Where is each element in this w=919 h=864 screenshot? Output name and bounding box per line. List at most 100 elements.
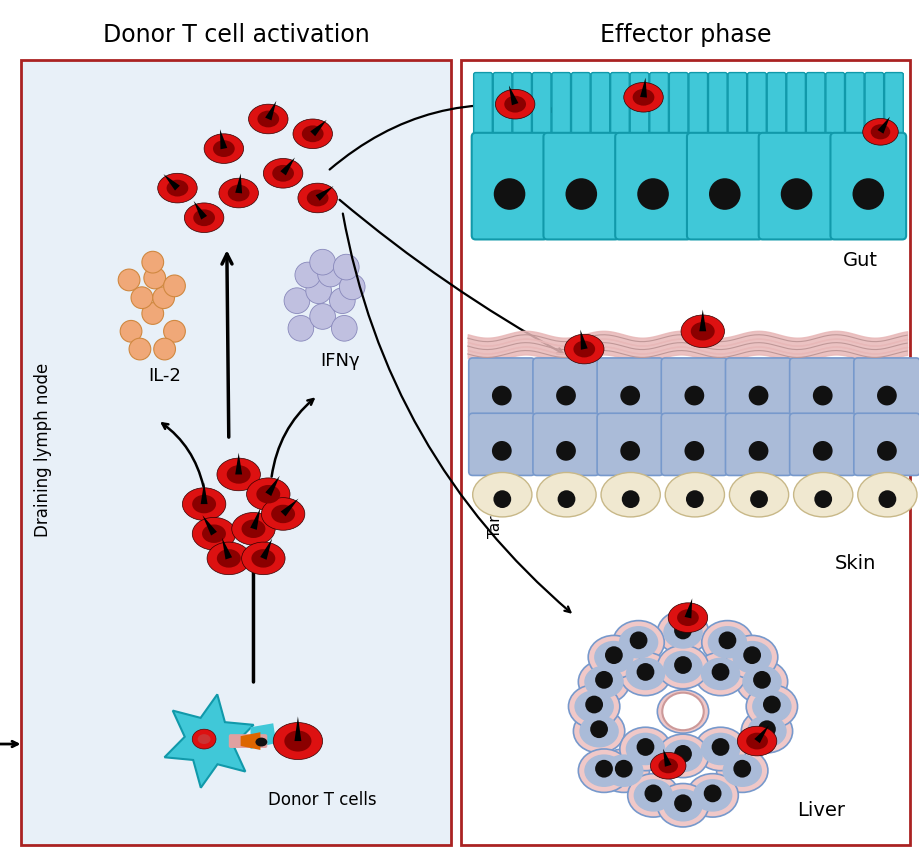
Text: Donor T cell activation: Donor T cell activation: [103, 23, 370, 47]
Circle shape: [288, 315, 313, 341]
Ellipse shape: [658, 759, 678, 773]
Circle shape: [749, 441, 768, 461]
Ellipse shape: [248, 105, 288, 134]
Ellipse shape: [747, 715, 787, 747]
Ellipse shape: [193, 209, 215, 226]
FancyBboxPatch shape: [615, 133, 691, 239]
Circle shape: [120, 321, 142, 342]
Circle shape: [494, 490, 511, 508]
Ellipse shape: [664, 740, 703, 772]
FancyBboxPatch shape: [885, 73, 903, 137]
Circle shape: [675, 745, 692, 763]
Ellipse shape: [628, 773, 679, 817]
Ellipse shape: [166, 180, 188, 196]
Ellipse shape: [657, 645, 709, 689]
Polygon shape: [664, 749, 672, 766]
Ellipse shape: [702, 620, 753, 664]
FancyBboxPatch shape: [806, 73, 825, 137]
Circle shape: [318, 261, 344, 287]
Polygon shape: [200, 482, 208, 504]
Circle shape: [153, 338, 176, 360]
Circle shape: [144, 267, 165, 289]
Circle shape: [492, 385, 512, 405]
FancyBboxPatch shape: [709, 73, 727, 137]
FancyBboxPatch shape: [650, 73, 668, 137]
Ellipse shape: [657, 611, 709, 654]
Circle shape: [630, 632, 648, 649]
Ellipse shape: [207, 542, 251, 575]
Ellipse shape: [870, 124, 891, 139]
FancyBboxPatch shape: [787, 73, 805, 137]
FancyBboxPatch shape: [513, 73, 531, 137]
Circle shape: [585, 696, 603, 714]
Polygon shape: [194, 201, 207, 219]
Polygon shape: [202, 515, 217, 536]
FancyBboxPatch shape: [543, 133, 619, 239]
Ellipse shape: [204, 134, 244, 163]
Ellipse shape: [695, 727, 746, 771]
Circle shape: [330, 288, 355, 314]
Circle shape: [284, 288, 310, 314]
Ellipse shape: [573, 709, 625, 753]
Polygon shape: [640, 78, 647, 98]
Ellipse shape: [691, 322, 715, 340]
Circle shape: [719, 632, 736, 649]
Ellipse shape: [732, 641, 772, 673]
Ellipse shape: [681, 315, 724, 347]
Ellipse shape: [213, 140, 234, 157]
FancyBboxPatch shape: [669, 73, 688, 137]
FancyBboxPatch shape: [610, 73, 630, 137]
Ellipse shape: [182, 488, 226, 520]
Polygon shape: [165, 695, 254, 788]
Circle shape: [704, 785, 721, 803]
Circle shape: [750, 490, 768, 508]
Circle shape: [686, 490, 704, 508]
Ellipse shape: [598, 749, 650, 792]
FancyBboxPatch shape: [471, 133, 548, 239]
Ellipse shape: [228, 185, 250, 201]
Ellipse shape: [613, 620, 664, 664]
Circle shape: [295, 262, 321, 288]
Ellipse shape: [255, 738, 267, 746]
Ellipse shape: [736, 660, 788, 703]
Ellipse shape: [242, 542, 285, 575]
Ellipse shape: [701, 658, 741, 690]
FancyBboxPatch shape: [854, 358, 919, 420]
Circle shape: [131, 287, 153, 308]
Ellipse shape: [626, 658, 665, 690]
Ellipse shape: [663, 693, 704, 730]
Polygon shape: [581, 330, 587, 350]
Circle shape: [129, 338, 151, 360]
Text: IFNγ: IFNγ: [321, 352, 360, 370]
Text: Target tissue: Target tissue: [488, 441, 503, 538]
Ellipse shape: [752, 690, 791, 723]
Ellipse shape: [665, 473, 724, 517]
Circle shape: [853, 178, 884, 210]
Circle shape: [164, 321, 186, 342]
Circle shape: [620, 385, 640, 405]
FancyBboxPatch shape: [725, 358, 791, 420]
Ellipse shape: [579, 715, 618, 747]
FancyBboxPatch shape: [865, 73, 884, 137]
Ellipse shape: [217, 550, 241, 568]
Polygon shape: [509, 86, 518, 105]
FancyBboxPatch shape: [597, 413, 664, 475]
Ellipse shape: [857, 473, 917, 517]
Polygon shape: [266, 101, 277, 120]
FancyBboxPatch shape: [533, 413, 599, 475]
Circle shape: [812, 385, 833, 405]
Circle shape: [814, 490, 832, 508]
FancyBboxPatch shape: [826, 73, 845, 137]
Circle shape: [644, 785, 663, 803]
Ellipse shape: [573, 340, 596, 358]
Ellipse shape: [271, 505, 295, 524]
FancyBboxPatch shape: [789, 358, 856, 420]
Ellipse shape: [472, 473, 532, 517]
Ellipse shape: [708, 626, 747, 658]
Ellipse shape: [301, 125, 323, 143]
Circle shape: [565, 178, 597, 210]
Polygon shape: [220, 130, 227, 149]
Ellipse shape: [264, 158, 303, 188]
Ellipse shape: [746, 733, 768, 749]
Text: Skin: Skin: [835, 554, 877, 573]
